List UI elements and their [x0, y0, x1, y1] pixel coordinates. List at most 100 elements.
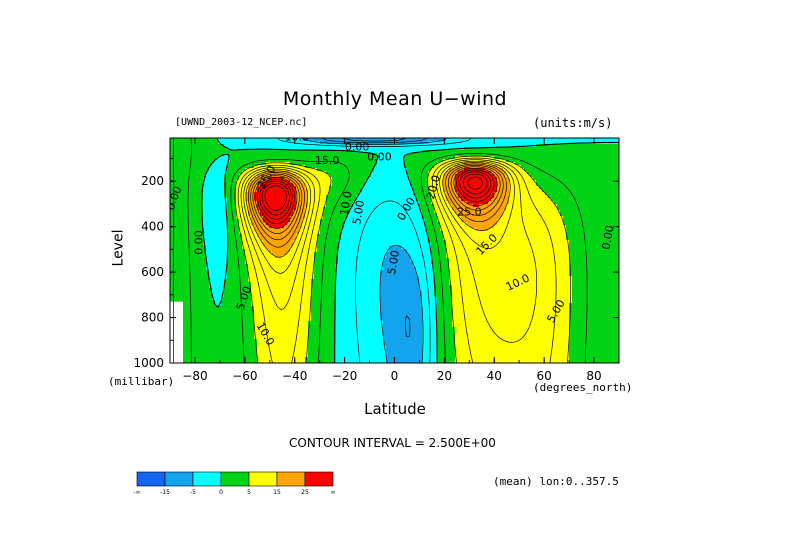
heatmap-cell [182, 147, 186, 151]
heatmap-cell [434, 195, 438, 199]
heatmap-cell [365, 210, 369, 214]
heatmap-cell [521, 201, 525, 205]
heatmap-cell [509, 144, 513, 148]
heatmap-cell [611, 183, 615, 187]
heatmap-cell [611, 180, 615, 184]
heatmap-cell [509, 234, 513, 238]
heatmap-cell [260, 141, 264, 145]
heatmap-cell [338, 180, 342, 184]
heatmap-cell [494, 234, 498, 238]
heatmap-cell [311, 204, 315, 208]
heatmap-cell [515, 147, 519, 151]
heatmap-cell [389, 174, 393, 178]
heatmap-cell [368, 192, 372, 196]
heatmap-cell [185, 147, 189, 151]
heatmap-cell [533, 228, 537, 232]
heatmap-cell [458, 150, 462, 154]
heatmap-cell [611, 138, 615, 142]
heatmap-cell [308, 213, 312, 217]
heatmap-cell [494, 162, 498, 166]
heatmap-cell [239, 213, 243, 217]
heatmap-cell [602, 165, 606, 169]
heatmap-cell [509, 159, 513, 163]
heatmap-cell [512, 207, 516, 211]
heatmap-cell [440, 207, 444, 211]
heatmap-cell [479, 213, 483, 217]
heatmap-cell [542, 162, 546, 166]
heatmap-cell [404, 174, 408, 178]
heatmap-cell [215, 183, 219, 187]
heatmap-cell [527, 231, 531, 235]
heatmap-cell [521, 216, 525, 220]
heatmap-cell [197, 225, 201, 229]
heatmap-cell [395, 210, 399, 214]
heatmap-cell [275, 201, 279, 205]
heatmap-cell [476, 147, 480, 151]
heatmap-cell [581, 204, 585, 208]
heatmap-cell [614, 228, 618, 232]
heatmap-cell [545, 183, 549, 187]
heatmap-cell [359, 213, 363, 217]
heatmap-cell [212, 141, 216, 145]
heatmap-cell [527, 138, 531, 142]
heatmap-cell [338, 150, 342, 154]
heatmap-cell [464, 198, 468, 202]
heatmap-cell [545, 195, 549, 199]
heatmap-cell [332, 183, 336, 187]
heatmap-cell [392, 186, 396, 190]
heatmap-cell [608, 231, 612, 235]
heatmap-cell [584, 210, 588, 214]
heatmap-cell [497, 138, 501, 142]
heatmap-cell [269, 231, 273, 235]
heatmap-cell [434, 156, 438, 160]
heatmap-cell [335, 225, 339, 229]
heatmap-cell [230, 153, 234, 157]
heatmap-cell [584, 171, 588, 175]
heatmap-cell [482, 174, 486, 178]
heatmap-cell [278, 189, 282, 193]
heatmap-cell [185, 162, 189, 166]
heatmap-cell [269, 219, 273, 223]
heatmap-cell [332, 216, 336, 220]
heatmap-cell [227, 171, 231, 175]
heatmap-cell [512, 162, 516, 166]
heatmap-cell [362, 189, 366, 193]
heatmap-cell [518, 210, 522, 214]
heatmap-cell [557, 216, 561, 220]
heatmap-cell [275, 165, 279, 169]
heatmap-cell [305, 144, 309, 148]
heatmap-cell [350, 198, 354, 202]
heatmap-cell [323, 156, 327, 160]
heatmap-cell [452, 150, 456, 154]
heatmap-cell [473, 234, 477, 238]
heatmap-cell [332, 156, 336, 160]
heatmap-cell [509, 228, 513, 232]
heatmap-cell [542, 204, 546, 208]
heatmap-cell [488, 162, 492, 166]
heatmap-cell [524, 153, 528, 157]
heatmap-cell [566, 225, 570, 229]
heatmap-cell [341, 159, 345, 163]
heatmap-cell [521, 231, 525, 235]
heatmap-cell [527, 147, 531, 151]
heatmap-cell [314, 174, 318, 178]
heatmap-cell [617, 165, 619, 169]
heatmap-cell [260, 231, 264, 235]
heatmap-cell [380, 231, 384, 235]
heatmap-cell [242, 174, 246, 178]
heatmap-cell [569, 162, 573, 166]
heatmap-cell [611, 216, 615, 220]
heatmap-cell [350, 156, 354, 160]
heatmap-cell [557, 156, 561, 160]
heatmap-cell [215, 234, 219, 238]
heatmap-cell [413, 165, 417, 169]
heatmap-cell [389, 219, 393, 223]
x-axis-unit: (degrees_north) [533, 381, 633, 394]
heatmap-cell [341, 153, 345, 157]
heatmap-cell [527, 219, 531, 223]
heatmap-cell [209, 204, 213, 208]
heatmap-cell [278, 228, 282, 232]
heatmap-cell [395, 195, 399, 199]
heatmap-cell [488, 231, 492, 235]
heatmap-cell [548, 156, 552, 160]
